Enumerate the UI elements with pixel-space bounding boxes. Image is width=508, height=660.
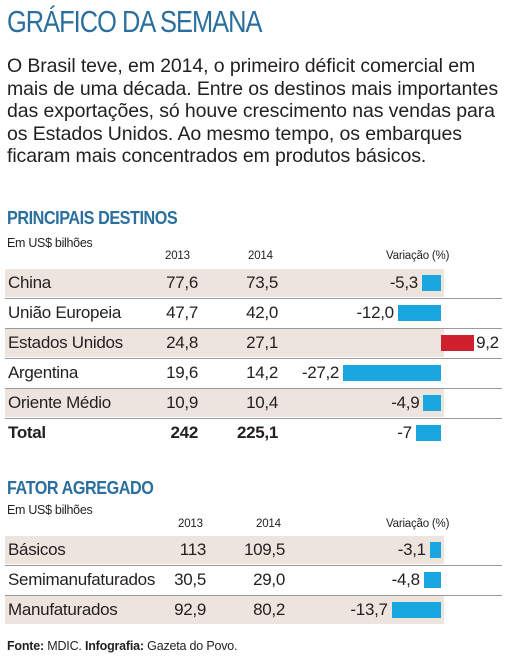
destinos-variation-bar (421, 275, 441, 291)
destinos-row-label: China (8, 273, 51, 292)
destinos-row-separator (5, 358, 502, 359)
destinos-variation-bar (343, 365, 441, 381)
destinos-variation-label: 9,2 (476, 333, 499, 352)
destinos-row-separator (5, 388, 502, 389)
destinos-value-2014: 42,0 (246, 303, 278, 322)
fator-value-2013: 113 (179, 540, 207, 559)
destinos-value-2013: 77,6 (166, 273, 198, 292)
destinos-variation-bar (423, 395, 441, 411)
fator-row-separator (5, 565, 502, 566)
fator-row-bg (5, 536, 444, 564)
footer-credit: Gazeta do Povo. (147, 639, 238, 653)
fator-value-2013: 30,5 (174, 570, 206, 589)
fator-row-label: Semimanufaturados (8, 570, 156, 589)
destinos-unit: Em US$ bilhões (7, 236, 93, 250)
fator-row-bg (5, 596, 444, 624)
destinos-header-2014: 2014 (248, 250, 273, 262)
fator-header-variacao: Variação (%) (386, 518, 450, 530)
destinos-variation-label: -27,2 (301, 363, 340, 382)
destinos-value-2013: 242 (170, 423, 199, 442)
destinos-row-bg (5, 269, 444, 297)
fator-row-separator (5, 595, 502, 596)
fator-variation-bar (423, 572, 441, 588)
destinos-row-label: Argentina (8, 363, 79, 382)
destinos-variation-bar (415, 425, 441, 441)
fator-value-2013: 92,9 (174, 600, 206, 619)
fator-value-2014: 29,0 (253, 570, 285, 589)
destinos-row-bg (5, 329, 444, 357)
fator-value-2014: 109,5 (243, 540, 285, 559)
page-title: GRÁFICO DA SEMANA (7, 4, 262, 39)
footer-credit-label: Infografia: (84, 639, 144, 653)
destinos-value-2014: 10,4 (246, 393, 278, 412)
destinos-row-separator (5, 418, 502, 419)
fator-unit: Em US$ bilhões (7, 503, 93, 517)
destinos-variation-label: -12,0 (356, 303, 395, 322)
fator-value-2014: 80,2 (253, 600, 285, 619)
fator-variation-label: -13,7 (350, 600, 388, 619)
destinos-value-2013: 24,8 (166, 333, 198, 352)
destinos-row-label: União Europeia (8, 303, 121, 322)
destinos-variation-label: -7 (397, 423, 412, 442)
fator-variation-label: -4,8 (391, 570, 420, 589)
destinos-variation-label: -5,3 (389, 273, 418, 292)
destinos-row-label: Total (8, 423, 46, 442)
destinos-row-label: Estados Unidos (8, 333, 123, 352)
destinos-row-bg (5, 389, 444, 417)
destinos-value-2014: 27,1 (246, 333, 278, 352)
fator-variation-label: -3,1 (397, 540, 426, 559)
destinos-title: PRINCIPAIS DESTINOS (7, 208, 178, 228)
destinos-value-2013: 47,7 (166, 303, 198, 322)
destinos-variation-bar (441, 335, 475, 351)
fator-header-2014: 2014 (256, 518, 281, 530)
destinos-header-variacao: Variação (%) (386, 250, 450, 262)
destinos-value-2014: 14,2 (246, 363, 278, 382)
destinos-row-separator (5, 298, 502, 299)
destinos-value-2014: 73,5 (246, 273, 278, 292)
fator-row-label: Manufaturados (8, 600, 118, 619)
destinos-value-2014: 225,1 (236, 423, 278, 442)
fator-header-2013: 2013 (178, 518, 203, 530)
footer-source-label: Fonte: (7, 639, 44, 653)
destinos-variation-bar (397, 305, 441, 321)
destinos-variation-label: -4,9 (391, 393, 420, 412)
destinos-value-2013: 19,6 (166, 363, 198, 382)
destinos-row-separator (5, 328, 502, 329)
footer-source: MDIC. (47, 639, 82, 653)
destinos-value-2013: 10,9 (166, 393, 198, 412)
fator-variation-bar (429, 542, 441, 558)
destinos-row-label: Oriente Médio (8, 393, 111, 412)
fator-variation-bar (391, 602, 441, 618)
fator-row-label: Básicos (8, 540, 66, 559)
fator-title: FATOR AGREGADO (7, 478, 154, 498)
destinos-header-2013: 2013 (165, 250, 190, 262)
intro-text: O Brasil teve, em 2014, o primeiro défic… (7, 55, 499, 167)
footer-credits: Fonte: MDIC. Infografia: Gazeta do Povo. (7, 639, 237, 653)
